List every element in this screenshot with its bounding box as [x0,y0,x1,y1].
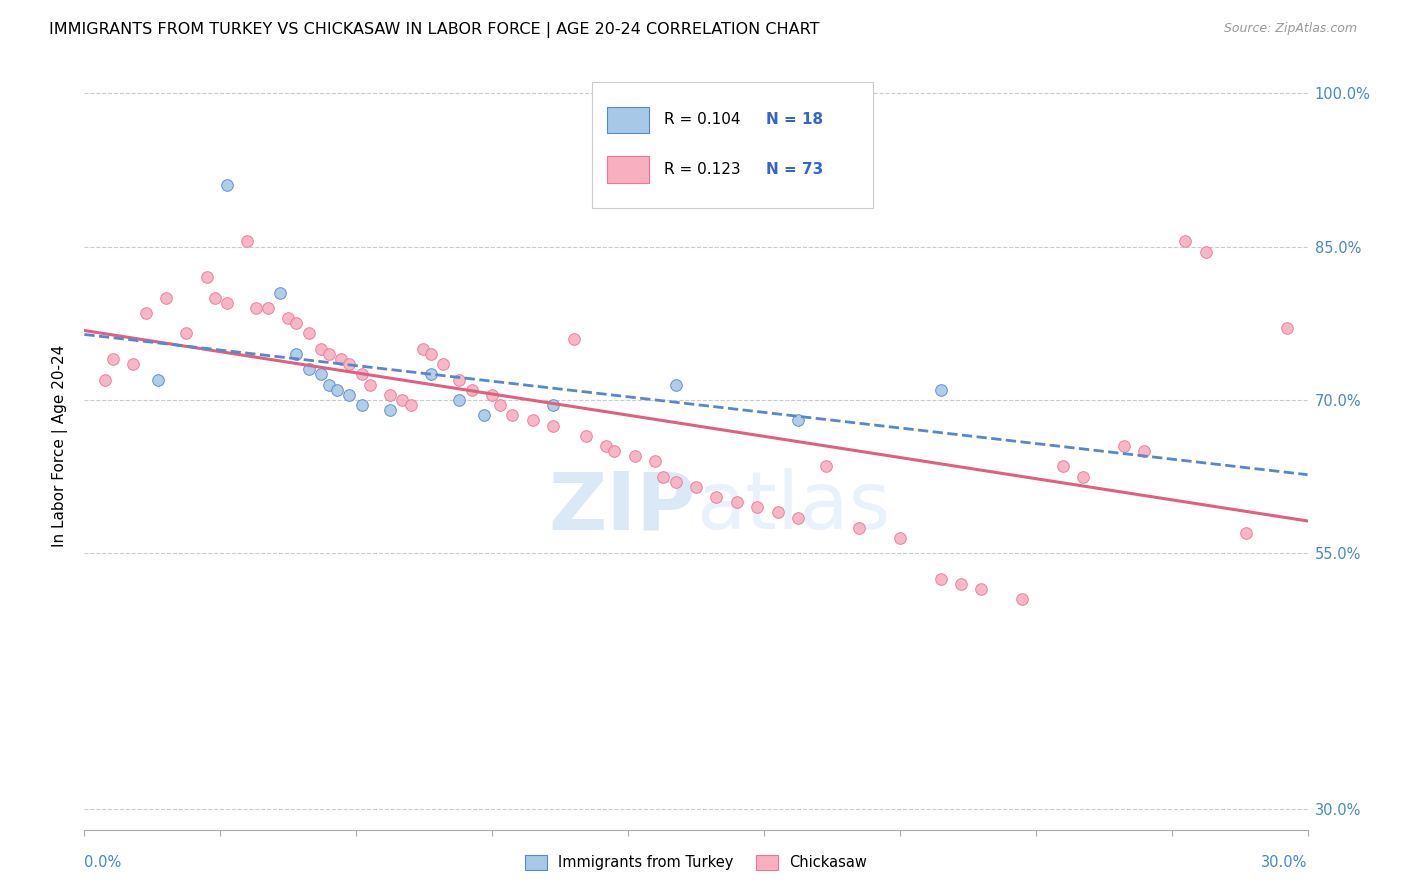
Point [449,392,471,407]
Point [575,429,598,443]
Point [787,510,810,524]
Text: 30.0%: 30.0% [1261,855,1308,870]
Point [1195,244,1218,259]
Point [318,377,340,392]
Point [787,413,810,427]
Text: 0.0%: 0.0% [84,855,121,870]
Point [359,377,381,392]
Point [766,506,789,520]
Point [339,357,361,371]
Point [309,368,332,382]
Point [217,295,239,310]
Point [101,352,124,367]
Point [685,480,707,494]
Bar [606,156,650,183]
Text: atlas: atlas [696,468,890,547]
Point [522,413,544,427]
Point [644,454,666,468]
Point [1052,459,1074,474]
Point [1236,525,1258,540]
Text: N = 73: N = 73 [766,162,823,178]
Point [472,409,495,423]
Point [326,383,349,397]
Point [1114,439,1136,453]
Point [350,368,373,382]
Point [257,301,280,315]
Point [399,398,422,412]
Point [747,500,769,515]
Point [1174,235,1197,249]
Point [245,301,267,315]
Point [420,368,443,382]
Text: R = 0.104: R = 0.104 [664,112,741,128]
Point [815,459,838,474]
Point [204,291,226,305]
Point [889,531,911,545]
Text: N = 18: N = 18 [766,112,823,128]
Text: IMMIGRANTS FROM TURKEY VS CHICKASAW IN LABOR FORCE | AGE 20-24 CORRELATION CHART: IMMIGRANTS FROM TURKEY VS CHICKASAW IN L… [49,22,820,38]
Point [380,403,402,417]
Point [93,372,115,386]
Point [174,326,197,341]
Point [725,495,748,509]
Point [236,235,259,249]
Text: R = 0.123: R = 0.123 [664,162,741,178]
Point [950,577,973,591]
Legend: Immigrants from Turkey, Chickasaw: Immigrants from Turkey, Chickasaw [519,849,873,876]
Point [562,332,585,346]
Point [603,444,626,458]
Point [543,398,565,412]
Point [624,449,647,463]
Point [970,582,993,597]
Point [1277,321,1299,335]
Point [1011,592,1033,607]
Point [135,306,157,320]
Point [298,362,321,376]
Point [502,409,524,423]
Point [269,285,291,300]
FancyBboxPatch shape [592,81,873,208]
Point [412,342,434,356]
Point [122,357,145,371]
Point [339,388,361,402]
Point [652,469,675,483]
Point [309,342,332,356]
Point [706,490,728,504]
Point [595,439,617,453]
Text: ZIP: ZIP [548,468,696,547]
Point [665,475,688,489]
Point [489,398,512,412]
Point [461,383,484,397]
Point [195,270,218,285]
Point [318,347,340,361]
Point [350,398,373,412]
Point [277,311,299,326]
Point [420,347,443,361]
Point [285,316,308,330]
Point [929,572,952,586]
Point [1133,444,1156,458]
Point [848,521,870,535]
Point [380,388,402,402]
Point [1073,469,1095,483]
Point [432,357,454,371]
Point [665,377,688,392]
Point [929,383,952,397]
Bar [606,106,650,134]
Point [391,392,413,407]
Point [449,372,471,386]
Point [481,388,503,402]
Y-axis label: In Labor Force | Age 20-24: In Labor Force | Age 20-24 [52,345,67,547]
Point [155,291,177,305]
Point [217,178,239,193]
Text: Source: ZipAtlas.com: Source: ZipAtlas.com [1223,22,1357,36]
Point [285,347,308,361]
Point [146,372,169,386]
Point [330,352,353,367]
Point [543,418,565,433]
Point [298,326,321,341]
